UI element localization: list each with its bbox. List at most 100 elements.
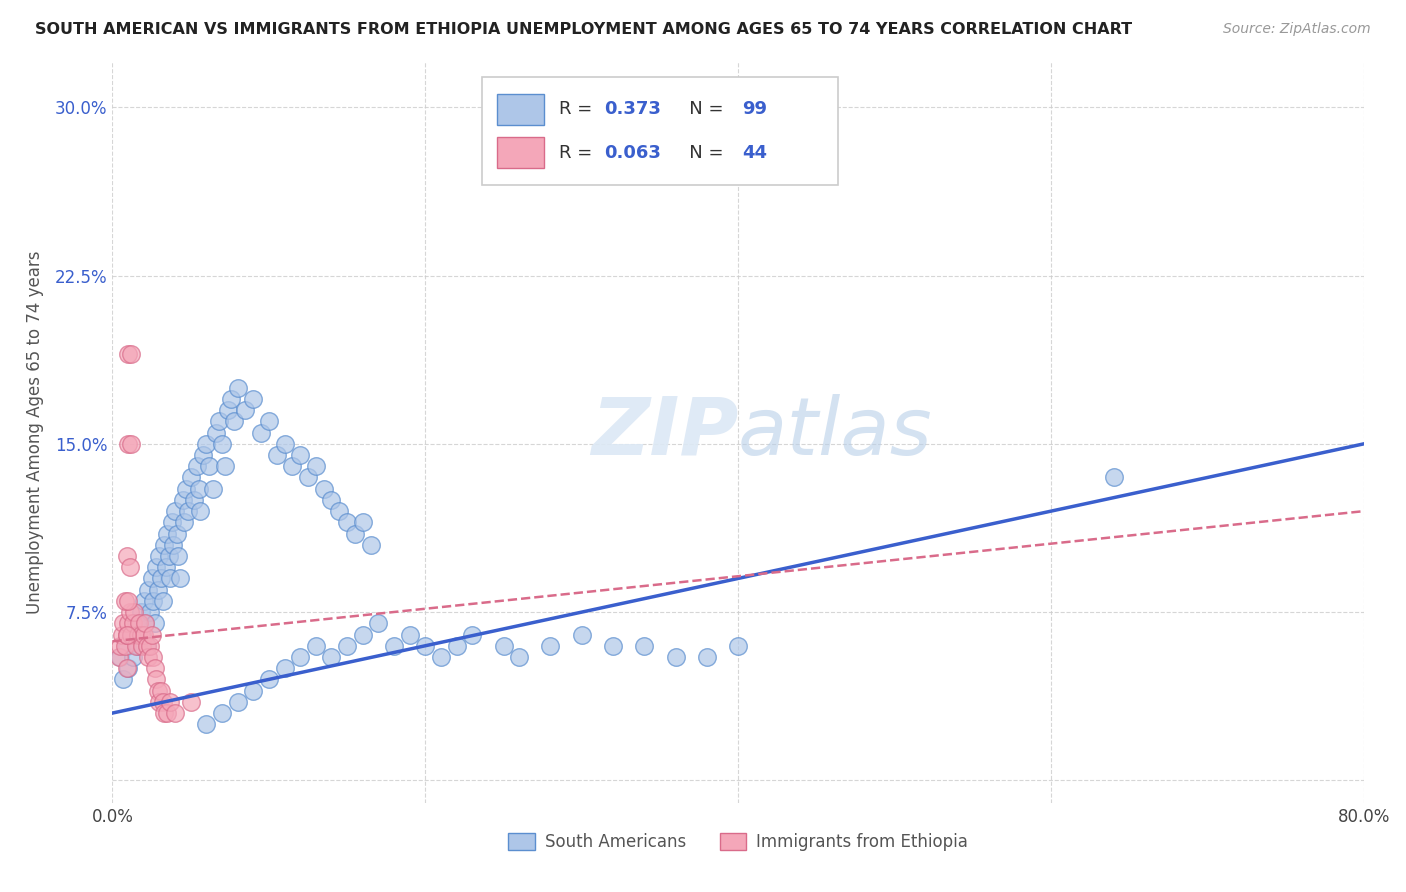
Point [110,650,132,665]
Point [114,639,136,653]
Point [290,448,312,462]
Text: Source: ZipAtlas.com: Source: ZipAtlas.com [1223,22,1371,37]
Point [138,582,160,597]
Text: R =: R = [560,100,598,118]
Point [508,650,530,665]
Point [152,594,174,608]
Point [226,695,249,709]
Point [173,516,195,530]
Point [117,437,139,451]
FancyBboxPatch shape [482,78,838,185]
Point [461,627,484,641]
Point [312,482,335,496]
Point [163,706,186,720]
Point [208,414,231,428]
Point [336,516,359,530]
Point [297,470,319,484]
Point [148,549,170,563]
Point [143,661,166,675]
Point [128,616,150,631]
Point [115,627,138,641]
Text: N =: N = [672,144,730,161]
Point [159,695,181,709]
Point [134,616,156,631]
Point [235,403,257,417]
Point [446,639,468,653]
Point [129,627,152,641]
Point [211,437,233,451]
Text: R =: R = [560,144,598,161]
Point [242,392,264,406]
Point [257,414,280,428]
Point [727,639,749,653]
Point [273,661,295,675]
Point [198,459,221,474]
Point [382,639,405,653]
Point [114,594,136,608]
Point [360,538,382,552]
Point [217,403,239,417]
Point [602,639,624,653]
Point [273,437,295,451]
Point [187,482,209,496]
Point [139,605,162,619]
Point [118,605,141,619]
Point [166,526,188,541]
Point [121,616,143,631]
Point [148,695,170,709]
Point [172,492,194,507]
Point [398,627,420,641]
Point [115,627,138,641]
Point [118,560,141,574]
Point [214,459,236,474]
Point [107,650,129,665]
Point [664,650,686,665]
Point [174,482,197,496]
Bar [496,137,544,169]
Point [157,549,180,563]
Point [134,616,156,631]
Point [155,560,177,574]
Point [201,482,224,496]
Point [176,504,198,518]
Point [135,639,157,653]
Text: 44: 44 [742,144,766,161]
Point [415,639,437,653]
Point [146,582,169,597]
Point [290,650,312,665]
Point [110,639,132,653]
Point [145,560,167,574]
Point [321,492,343,507]
Point [180,695,202,709]
Point [115,549,138,563]
Point [112,673,135,687]
Point [120,627,142,641]
Text: 99: 99 [742,100,766,118]
Point [120,347,142,361]
Point [266,448,288,462]
Point [696,650,718,665]
Point [121,650,143,665]
Point [160,516,183,530]
Point [135,639,157,653]
Point [141,627,163,641]
Point [153,706,176,720]
Point [540,639,562,653]
Point [124,605,146,619]
Point [156,526,179,541]
Point [117,347,139,361]
Text: atlas: atlas [738,393,934,472]
Point [242,683,264,698]
Point [156,706,179,720]
Point [167,549,190,563]
Point [153,538,176,552]
Point [115,639,138,653]
Y-axis label: Unemployment Among Ages 65 to 74 years: Unemployment Among Ages 65 to 74 years [25,251,44,615]
Point [221,392,243,406]
Point [321,650,343,665]
Point [195,437,218,451]
Point [120,627,142,641]
Point [127,639,149,653]
Point [163,504,186,518]
Point [343,526,366,541]
